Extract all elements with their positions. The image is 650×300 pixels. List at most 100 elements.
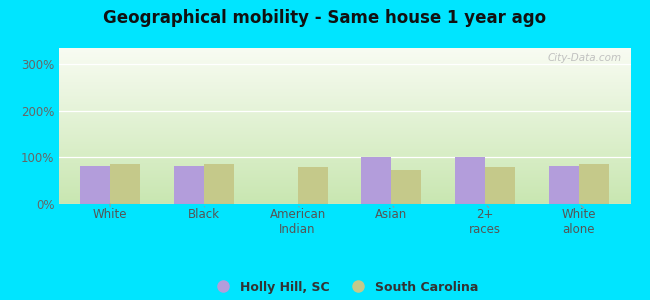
Bar	[58, 169, 630, 170]
Legend: Holly Hill, SC, South Carolina: Holly Hill, SC, South Carolina	[205, 276, 484, 299]
Bar	[58, 160, 630, 161]
Bar	[58, 108, 630, 109]
Bar	[58, 93, 630, 94]
Bar	[58, 60, 630, 61]
Bar	[58, 53, 630, 54]
Bar	[58, 101, 630, 102]
Bar	[58, 123, 630, 124]
Bar	[58, 68, 630, 69]
Bar	[58, 73, 630, 74]
Bar	[58, 149, 630, 150]
Bar	[549, 166, 579, 204]
Bar	[58, 194, 630, 195]
Bar	[58, 96, 630, 97]
Bar	[58, 62, 630, 63]
Bar	[58, 113, 630, 114]
Bar	[58, 146, 630, 147]
Bar	[58, 132, 630, 133]
Bar	[58, 148, 630, 149]
Bar	[58, 107, 630, 108]
Bar	[58, 129, 630, 130]
Bar	[174, 166, 204, 204]
Bar	[58, 152, 630, 153]
Bar	[58, 117, 630, 118]
Bar	[58, 186, 630, 187]
Bar	[58, 95, 630, 96]
Bar	[58, 94, 630, 95]
Bar	[58, 156, 630, 157]
Bar	[58, 172, 630, 173]
Bar	[58, 191, 630, 192]
Bar	[58, 126, 630, 127]
Bar	[58, 145, 630, 146]
Bar	[58, 102, 630, 103]
Bar	[204, 164, 234, 204]
Bar	[58, 130, 630, 131]
Bar	[58, 124, 630, 125]
Bar	[58, 121, 630, 122]
Bar	[110, 164, 140, 204]
Bar	[58, 88, 630, 89]
Bar	[58, 199, 630, 200]
Bar	[58, 198, 630, 199]
Bar	[58, 182, 630, 183]
Bar	[58, 83, 630, 84]
Bar	[58, 171, 630, 172]
Bar	[58, 184, 630, 185]
Bar	[58, 144, 630, 145]
Bar	[58, 189, 630, 190]
Bar	[58, 103, 630, 104]
Bar	[58, 187, 630, 188]
Bar	[58, 77, 630, 78]
Bar	[58, 80, 630, 81]
Bar	[58, 89, 630, 90]
Text: Geographical mobility - Same house 1 year ago: Geographical mobility - Same house 1 yea…	[103, 9, 547, 27]
Text: City-Data.com: City-Data.com	[548, 53, 622, 63]
Bar	[58, 74, 630, 75]
Bar	[58, 65, 630, 66]
Bar	[58, 120, 630, 121]
Bar	[58, 64, 630, 65]
Bar	[58, 147, 630, 148]
Bar	[58, 92, 630, 93]
Bar	[58, 153, 630, 154]
Bar	[361, 158, 391, 204]
Bar	[58, 125, 630, 126]
Bar	[58, 128, 630, 129]
Bar	[58, 203, 630, 204]
Bar	[58, 71, 630, 72]
Bar	[58, 200, 630, 201]
Bar	[58, 173, 630, 174]
Bar	[58, 158, 630, 159]
Bar	[58, 137, 630, 138]
Bar	[58, 87, 630, 88]
Bar	[58, 76, 630, 77]
Bar	[58, 159, 630, 160]
Bar	[58, 180, 630, 181]
Bar	[58, 193, 630, 194]
Bar	[58, 151, 630, 152]
Bar	[58, 164, 630, 165]
Bar	[58, 72, 630, 73]
Bar	[58, 111, 630, 112]
Bar	[58, 192, 630, 193]
Bar	[58, 155, 630, 156]
Bar	[58, 167, 630, 168]
Bar	[58, 202, 630, 203]
Bar	[58, 51, 630, 52]
Bar	[58, 79, 630, 80]
Bar	[58, 67, 630, 68]
Bar	[391, 170, 421, 204]
Bar	[58, 143, 630, 144]
Bar	[58, 81, 630, 82]
Bar	[58, 134, 630, 135]
Bar	[579, 164, 609, 204]
Bar	[58, 52, 630, 53]
Bar	[58, 85, 630, 86]
Bar	[58, 168, 630, 169]
Bar	[58, 66, 630, 67]
Bar	[58, 112, 630, 113]
Bar	[58, 54, 630, 55]
Bar	[58, 99, 630, 100]
Bar	[58, 122, 630, 123]
